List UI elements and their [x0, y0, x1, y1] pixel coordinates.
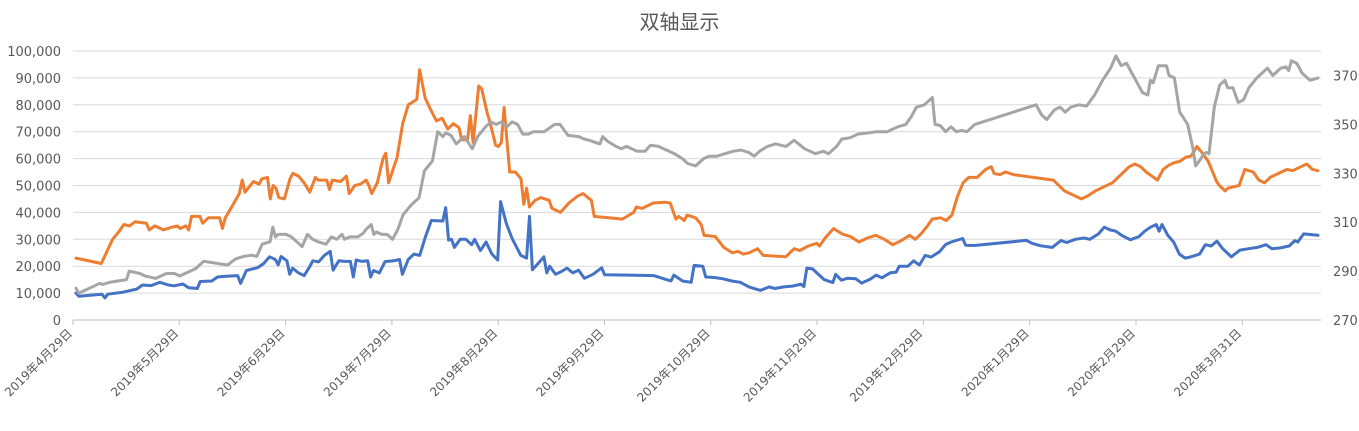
y-right-tick-label: 350: [1333, 118, 1358, 133]
y-left-tick-label: 20,000: [16, 260, 62, 275]
x-tick-label: 2019年11月29日: [741, 326, 820, 405]
x-tick-label: 2019年5月29日: [108, 326, 181, 399]
series-line-3: [74, 54, 1320, 295]
x-tick-label: 2019年8月29日: [427, 326, 500, 399]
y-left-tick-label: 60,000: [16, 153, 62, 168]
x-tick-label: 2019年9月29日: [533, 326, 606, 399]
y-left-tick-label: 10,000: [16, 287, 62, 302]
x-tick-label: 2020年1月29日: [959, 326, 1032, 399]
x-tick-label: 2019年4月29日: [2, 326, 75, 399]
chart-title: 双轴显示: [639, 10, 720, 34]
y-left-tick-label: 40,000: [16, 206, 62, 221]
series-line-2: [74, 68, 1320, 265]
y-left-tick-label: 70,000: [16, 126, 62, 141]
y-right-tick-label: 290: [1333, 265, 1358, 280]
series-line-1: [74, 200, 1320, 300]
y-right-tick-label: 310: [1333, 216, 1358, 231]
y-left-tick-label: 30,000: [16, 233, 62, 248]
y-right-tick-label: 270: [1333, 314, 1358, 329]
y-left-tick-label: 90,000: [16, 72, 62, 87]
y-right-tick-label: 370: [1333, 69, 1358, 84]
x-tick-label: 2019年10月29日: [634, 326, 713, 405]
y-left-tick-label: 0: [53, 314, 61, 329]
y-left-tick-label: 100,000: [7, 45, 61, 60]
y-left-tick-label: 80,000: [16, 99, 62, 114]
x-tick-label: 2019年12月29日: [847, 326, 926, 405]
y-left-tick-label: 50,000: [16, 180, 62, 195]
x-tick-label: 2020年2月29日: [1065, 326, 1138, 399]
x-tick-label: 2020年3月31日: [1171, 326, 1244, 399]
y-right-tick-label: 330: [1333, 167, 1358, 182]
x-tick-label: 2019年6月29日: [215, 326, 288, 399]
x-tick-label: 2019年7月29日: [321, 326, 394, 399]
